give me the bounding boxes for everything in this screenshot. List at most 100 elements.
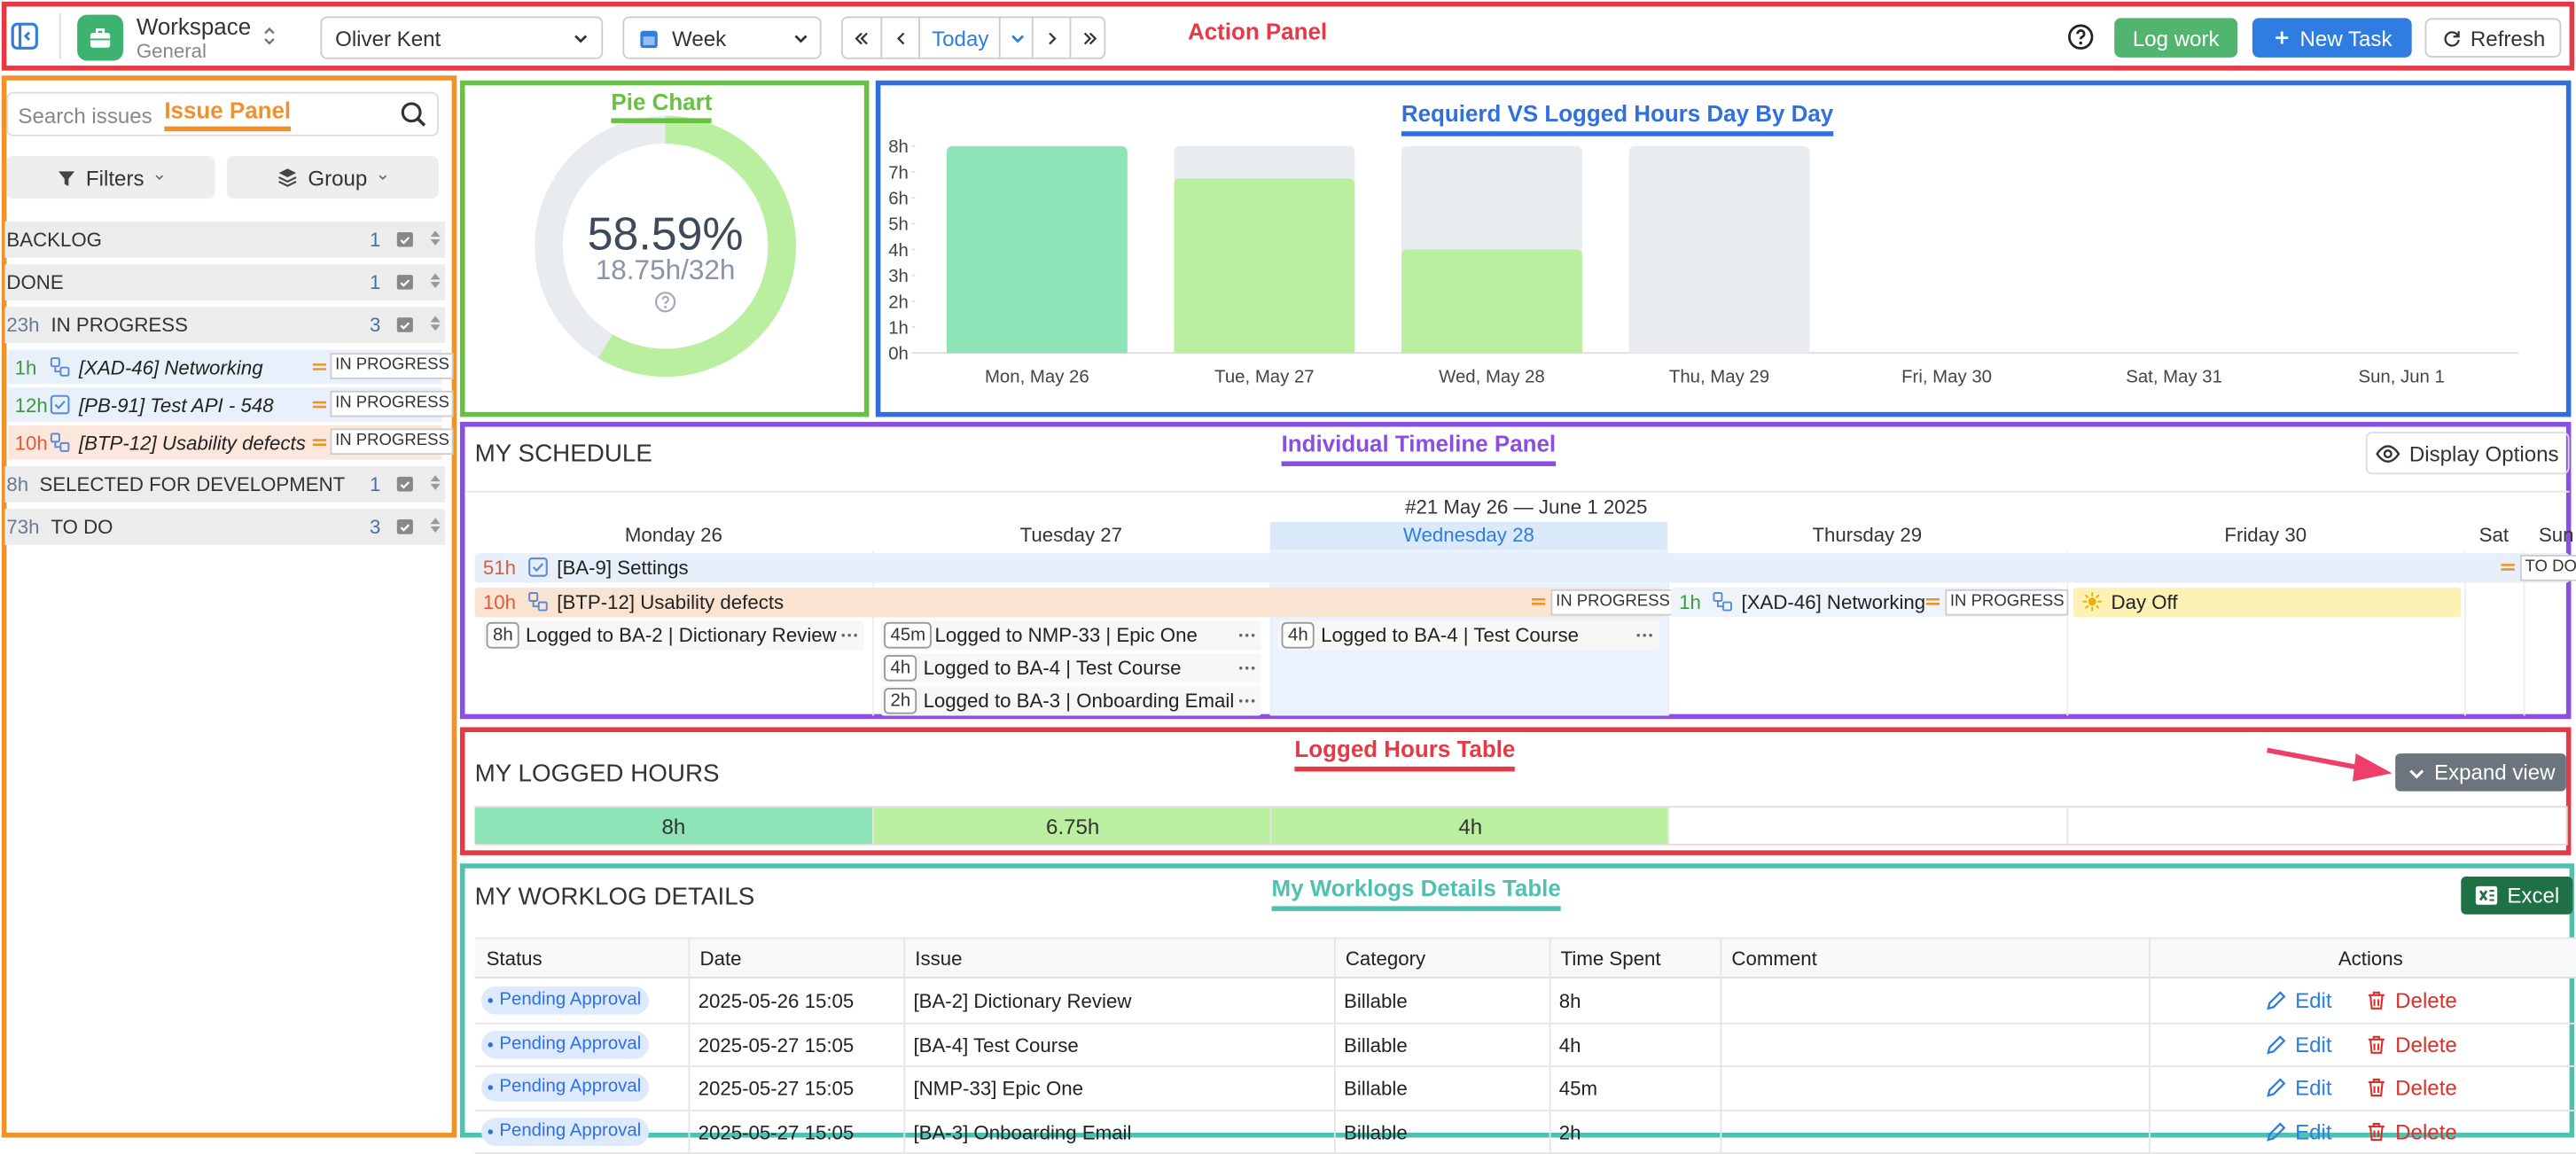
- search-box[interactable]: Search issues: [6, 92, 438, 136]
- refresh-button[interactable]: Refresh: [2425, 18, 2562, 57]
- arrow-head: [2353, 753, 2392, 781]
- user-select[interactable]: Oliver Kent: [320, 17, 603, 59]
- worklog-entry[interactable]: 45mLogged to NMP-33 | Epic One: [880, 620, 1261, 650]
- issue-group[interactable]: 23hIN PROGRESS3: [5, 307, 446, 343]
- day-header: Thursday 29: [1667, 524, 2066, 547]
- icon-shape: [1713, 593, 1721, 601]
- dright-icon: [1080, 27, 1101, 49]
- schedule-task[interactable]: 10h[BTP-12] Usability defectsIN PROGRESS: [475, 588, 1665, 617]
- log-work-label: Log work: [2133, 26, 2220, 51]
- display-options-button[interactable]: Display Options: [2366, 432, 2570, 474]
- icon-shape: [397, 477, 413, 492]
- group-button[interactable]: Group: [227, 156, 439, 199]
- logged-value: 8h: [475, 815, 873, 839]
- issue-group[interactable]: 73hTO DO3: [5, 509, 446, 545]
- nav-button[interactable]: [999, 18, 1032, 57]
- briefcase-icon: [87, 25, 113, 51]
- schedule-divider: [466, 491, 2569, 493]
- log-work-button[interactable]: Log work: [2114, 18, 2237, 57]
- nav-button[interactable]: Today: [918, 18, 999, 57]
- column-header: Date: [700, 947, 742, 971]
- icon-shape: [539, 603, 547, 611]
- issue-group[interactable]: 8hSELECTED FOR DEVELOPMENT1: [5, 466, 446, 503]
- issue-group[interactable]: BACKLOG1: [5, 222, 446, 258]
- pencil-icon: [2266, 990, 2287, 1011]
- nav-button[interactable]: [1032, 18, 1070, 57]
- delete-button[interactable]: Delete: [2366, 1073, 2457, 1101]
- issue-item[interactable]: 1h[XAD-46] NetworkingIN PROGRESS: [8, 349, 441, 384]
- edit-button[interactable]: Edit: [2266, 1117, 2332, 1144]
- icon-shape: [51, 358, 59, 366]
- group-name: IN PROGRESS: [51, 314, 187, 337]
- today-column: [1270, 522, 1668, 716]
- cell: [BA-2] Dictionary Review: [913, 990, 1131, 1013]
- task-hours: 1h: [1679, 591, 1701, 614]
- delete-label: Delete: [2395, 1032, 2457, 1057]
- eq-icon: [1529, 593, 1547, 611]
- delete-button[interactable]: Delete: [2366, 1030, 2457, 1057]
- excel-button[interactable]: Excel: [2461, 877, 2572, 915]
- sidebar-icon: [10, 21, 39, 51]
- column-divider: [1334, 938, 1336, 1154]
- edit-button[interactable]: Edit: [2266, 986, 2332, 1014]
- nav-button[interactable]: [1070, 18, 1108, 57]
- nav-button[interactable]: [843, 18, 881, 57]
- column-divider: [1720, 938, 1721, 1154]
- icon-shape: [2268, 1036, 2284, 1052]
- new-task-label: New Task: [2300, 26, 2393, 51]
- icon-shape: [854, 634, 857, 637]
- new-task-button[interactable]: New Task: [2252, 18, 2412, 57]
- task-name: Day Off: [2112, 591, 2178, 614]
- task-name: [BTP-12] Usability defects: [557, 591, 784, 614]
- icon-shape: [1252, 634, 1255, 637]
- schedule-task[interactable]: 51h[BA-9] SettingsTO DO: [475, 553, 2570, 582]
- icon-shape: [397, 519, 413, 534]
- date-nav: Today: [841, 17, 1105, 59]
- icon-shape: [2369, 1036, 2385, 1052]
- status-dot: [488, 1085, 493, 1090]
- expand-button[interactable]: Expand view: [2395, 753, 2566, 791]
- delete-button[interactable]: Delete: [2366, 1117, 2457, 1144]
- edit-button[interactable]: Edit: [2266, 1073, 2332, 1101]
- nav-button[interactable]: [880, 18, 918, 57]
- search-placeholder: Search issues: [18, 104, 152, 129]
- task-name: [BA-9] Settings: [557, 557, 688, 580]
- issue-group[interactable]: DONE1: [5, 264, 446, 300]
- worklog-entry[interactable]: 4hLogged to BA-4 | Test Course: [1278, 620, 1659, 650]
- schedule-task[interactable]: Day Off: [2073, 588, 2461, 617]
- period-select[interactable]: Week: [622, 17, 821, 59]
- delete-label: Delete: [2395, 1119, 2457, 1143]
- item-name: [XAD-46] Networking: [79, 356, 263, 379]
- icon-shape: [97, 29, 103, 33]
- icon-shape: [59, 170, 75, 185]
- issue-item[interactable]: 12h[PB-91] Test API - 548IN PROGRESS: [8, 387, 441, 422]
- icon-shape: [2369, 1123, 2385, 1139]
- group-hours: 8h: [6, 472, 28, 495]
- icon-shape: [2079, 42, 2082, 45]
- column-divider: [903, 938, 905, 1154]
- icon-shape: [431, 316, 441, 331]
- icon-shape: [899, 33, 904, 43]
- delete-button[interactable]: Delete: [2366, 986, 2457, 1014]
- issue-item[interactable]: 10h[BTP-12] Usability defectsIN PROGRESS: [8, 425, 441, 460]
- cell: 2025-05-27 15:05: [699, 1120, 855, 1143]
- filters-button[interactable]: Filters: [6, 156, 215, 199]
- sun-icon: [2081, 591, 2103, 612]
- schedule-task[interactable]: 1h[XAD-46] NetworkingIN PROGRESS: [1671, 588, 2064, 617]
- cell: 2025-05-27 15:05: [699, 1033, 855, 1057]
- worklog-entry[interactable]: 2hLogged to BA-3 | Onboarding Email: [880, 686, 1261, 715]
- logged-title: MY LOGGED HOURS: [475, 760, 720, 788]
- cell: [BA-3] Onboarding Email: [913, 1120, 1131, 1143]
- task-status: TO DO: [2520, 555, 2576, 581]
- item-hours: 1h: [15, 356, 37, 379]
- icon-shape: [1239, 699, 1243, 703]
- icon-shape: [431, 230, 441, 246]
- edit-button[interactable]: Edit: [2266, 1030, 2332, 1057]
- calcheck-icon: [394, 228, 416, 249]
- help-icon: [654, 291, 677, 314]
- caret-icon: [152, 171, 166, 184]
- worklog-entry[interactable]: 8hLogged to BA-2 | Dictionary Review: [483, 620, 864, 650]
- row-divider: [475, 1022, 2576, 1024]
- icon-shape: [1245, 634, 1249, 637]
- worklog-entry[interactable]: 4hLogged to BA-4 | Test Course: [880, 653, 1261, 682]
